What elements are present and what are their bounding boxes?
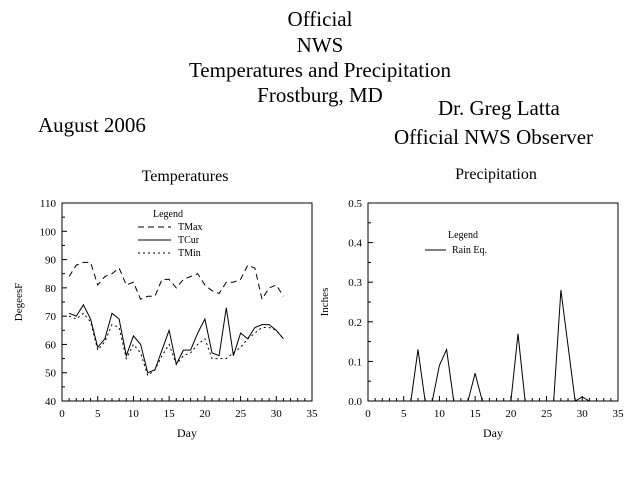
temperature-y-tick-label: 40 [45,396,57,408]
precipitation-y-tick-label: 0.1 [348,356,362,368]
header-line-1: Official [287,7,353,31]
temperature-y-tick-label: 60 [45,339,57,351]
precipitation-x-tick-label: 5 [401,408,407,420]
temperature-x-tick-label: 15 [164,408,176,420]
temperature-y-tick-label: 110 [40,198,57,210]
report-date: August 2006 [38,113,146,137]
temperature-y-tick-label: 80 [45,283,57,295]
precipitation-x-tick-label: 10 [434,408,446,420]
precipitation-x-tick-label: 0 [365,408,371,420]
temperature-legend-label: TMin [178,248,201,259]
temperature-x-tick-label: 5 [95,408,101,420]
temperature-legend-label: TCur [178,235,200,246]
temperature-y-axis-label: DegeesF [13,283,25,322]
temperature-x-tick-label: 0 [59,408,65,420]
precipitation-plot-frame [367,202,619,402]
temperature-y-tick-label: 100 [40,226,57,238]
temperature-y-tick-label: 90 [45,255,57,267]
precipitation-y-tick-label: 0.2 [348,317,362,329]
temperature-legend-label: TMax [178,222,202,233]
precipitation-series-rain-eq-line [375,290,590,402]
precipitation-x-tick-label: 35 [613,408,625,420]
temperature-x-tick-label: 35 [307,408,319,420]
precipitation-y-axis-label: Inches [319,288,331,317]
precipitation-legend-title: Legend [448,230,478,241]
temperature-legend-title: Legend [153,209,183,220]
precipitation-legend-label: Rain Eq. [452,245,487,256]
precipitation-chart-title: Precipitation [455,166,537,183]
precipitation-x-tick-label: 15 [470,408,482,420]
temperature-chart-title: Temperatures [142,168,229,185]
temperature-x-tick-label: 10 [128,408,140,420]
temperature-series-tcur-line [68,303,284,374]
precipitation-x-tick-label: 20 [505,408,517,420]
temperature-y-tick-label: 50 [45,368,57,380]
temperature-y-tick-label: 70 [45,311,57,323]
temperature-x-tick-label: 20 [199,408,211,420]
header-line-2: NWS [296,33,344,57]
precipitation-y-tick-label: 0.4 [348,238,362,250]
observer-title: Official NWS Observer [394,125,594,149]
temperature-series-tmax-line [68,261,284,301]
precipitation-y-tick-label: 0.0 [348,396,362,408]
temperature-series-tmin-line [68,312,284,377]
temperature-x-axis-label: Day [177,426,197,440]
precipitation-y-tick-label: 0.5 [348,198,362,210]
header-line-3: Temperatures and Precipitation [188,58,452,82]
header-line-4: Frostburg, MD [257,83,383,107]
precipitation-x-tick-label: 30 [577,408,589,420]
precipitation-y-tick-label: 0.3 [348,277,362,289]
precipitation-x-tick-label: 25 [541,408,553,420]
temperature-x-tick-label: 25 [235,408,247,420]
observer-name: Dr. Greg Latta [438,96,560,120]
temperature-x-tick-label: 30 [271,408,283,420]
precipitation-x-axis-label: Day [483,426,503,440]
